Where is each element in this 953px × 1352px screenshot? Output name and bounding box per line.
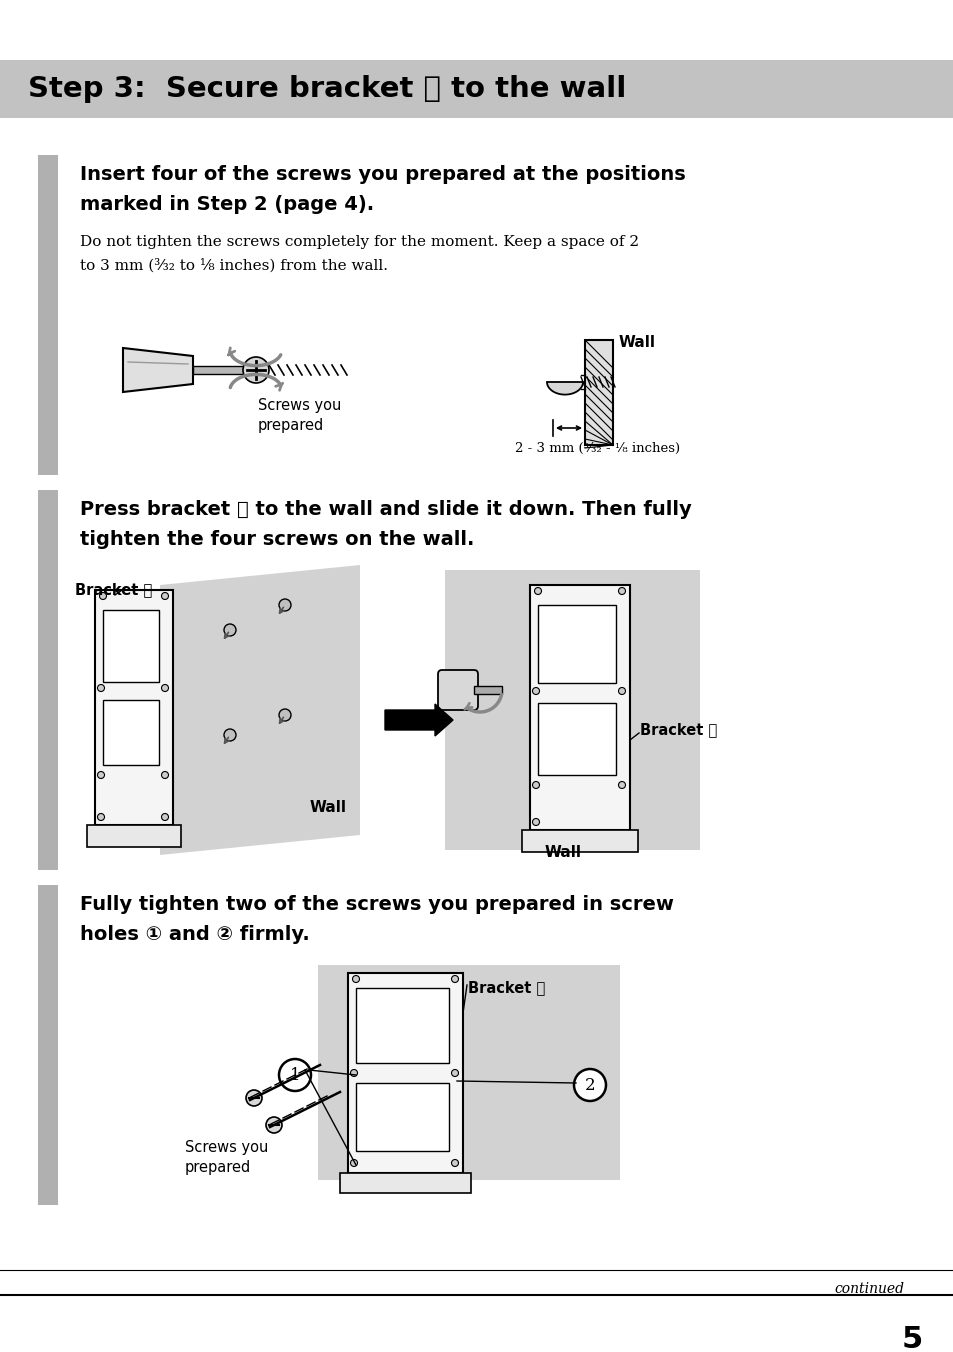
Circle shape	[350, 1069, 357, 1076]
Bar	[530, 585, 629, 830]
Bar	[95, 589, 172, 825]
Text: holes ① and ② firmly.: holes ① and ② firmly.	[80, 925, 310, 944]
Bar	[474, 685, 501, 694]
Bar	[38, 489, 58, 869]
Text: Do not tighten the screws completely for the moment. Keep a space of 2: Do not tighten the screws completely for…	[80, 235, 639, 249]
Text: Wall: Wall	[618, 335, 656, 350]
Circle shape	[224, 625, 235, 635]
Circle shape	[350, 1160, 357, 1167]
Circle shape	[532, 818, 539, 826]
Circle shape	[534, 588, 541, 595]
Bar	[38, 155, 58, 475]
Text: Wall: Wall	[310, 800, 347, 815]
Text: Screws you
prepared: Screws you prepared	[185, 1140, 268, 1175]
Circle shape	[161, 592, 169, 599]
Text: 1: 1	[290, 1067, 300, 1083]
Circle shape	[532, 781, 539, 788]
Text: Screws you
prepared: Screws you prepared	[257, 397, 341, 433]
Circle shape	[574, 1069, 605, 1101]
Circle shape	[161, 684, 169, 691]
Text: Press bracket Ⓐ to the wall and slide it down. Then fully: Press bracket Ⓐ to the wall and slide it…	[80, 500, 691, 519]
Polygon shape	[317, 965, 619, 1180]
Bar	[537, 604, 616, 683]
Bar	[103, 700, 159, 765]
Bar	[355, 988, 449, 1063]
Circle shape	[243, 357, 269, 383]
Text: Bracket Ⓐ: Bracket Ⓐ	[639, 722, 717, 737]
Text: 2: 2	[584, 1076, 595, 1094]
Circle shape	[266, 1117, 282, 1133]
Bar	[537, 703, 616, 775]
Bar	[103, 610, 159, 681]
Bar	[521, 830, 638, 852]
Text: tighten the four screws on the wall.: tighten the four screws on the wall.	[80, 530, 474, 549]
Circle shape	[618, 588, 625, 595]
Circle shape	[99, 592, 107, 599]
Circle shape	[97, 772, 105, 779]
Polygon shape	[444, 571, 700, 850]
Bar	[584, 339, 613, 445]
Circle shape	[161, 772, 169, 779]
Circle shape	[246, 1090, 262, 1106]
Circle shape	[97, 814, 105, 821]
Text: Bracket Ⓐ: Bracket Ⓐ	[468, 980, 545, 995]
Text: Wall: Wall	[544, 845, 581, 860]
Circle shape	[352, 976, 359, 983]
Circle shape	[278, 708, 291, 721]
Circle shape	[278, 1059, 311, 1091]
Circle shape	[451, 1069, 458, 1076]
Circle shape	[532, 688, 539, 695]
Circle shape	[451, 976, 458, 983]
Circle shape	[278, 599, 291, 611]
Text: continued: continued	[833, 1282, 903, 1297]
Text: 2 - 3 mm (³⁄₃₂ - ¹⁄₈ inches): 2 - 3 mm (³⁄₃₂ - ¹⁄₈ inches)	[515, 442, 679, 456]
Circle shape	[618, 688, 625, 695]
FancyBboxPatch shape	[437, 671, 477, 710]
Circle shape	[618, 781, 625, 788]
Bar	[339, 1174, 471, 1192]
Bar	[0, 59, 953, 118]
Text: Step 3:  Secure bracket Ⓐ to the wall: Step 3: Secure bracket Ⓐ to the wall	[28, 74, 626, 103]
Bar	[87, 825, 181, 846]
Bar	[348, 973, 462, 1174]
Circle shape	[161, 814, 169, 821]
Text: 5: 5	[901, 1325, 922, 1352]
Polygon shape	[123, 347, 193, 392]
Bar	[193, 366, 245, 375]
Text: marked in Step 2 (page 4).: marked in Step 2 (page 4).	[80, 195, 374, 214]
Polygon shape	[160, 565, 359, 854]
Bar	[38, 886, 58, 1205]
Circle shape	[97, 684, 105, 691]
Polygon shape	[546, 383, 582, 395]
Text: to 3 mm (³⁄₃₂ to ¹⁄₈ inches) from the wall.: to 3 mm (³⁄₃₂ to ¹⁄₈ inches) from the wa…	[80, 258, 388, 272]
Circle shape	[451, 1160, 458, 1167]
Bar	[355, 1083, 449, 1151]
Text: Bracket Ⓐ: Bracket Ⓐ	[75, 581, 152, 598]
FancyArrow shape	[385, 704, 453, 735]
Text: Insert four of the screws you prepared at the positions: Insert four of the screws you prepared a…	[80, 165, 685, 184]
Circle shape	[224, 729, 235, 741]
Text: Fully tighten two of the screws you prepared in screw: Fully tighten two of the screws you prep…	[80, 895, 673, 914]
